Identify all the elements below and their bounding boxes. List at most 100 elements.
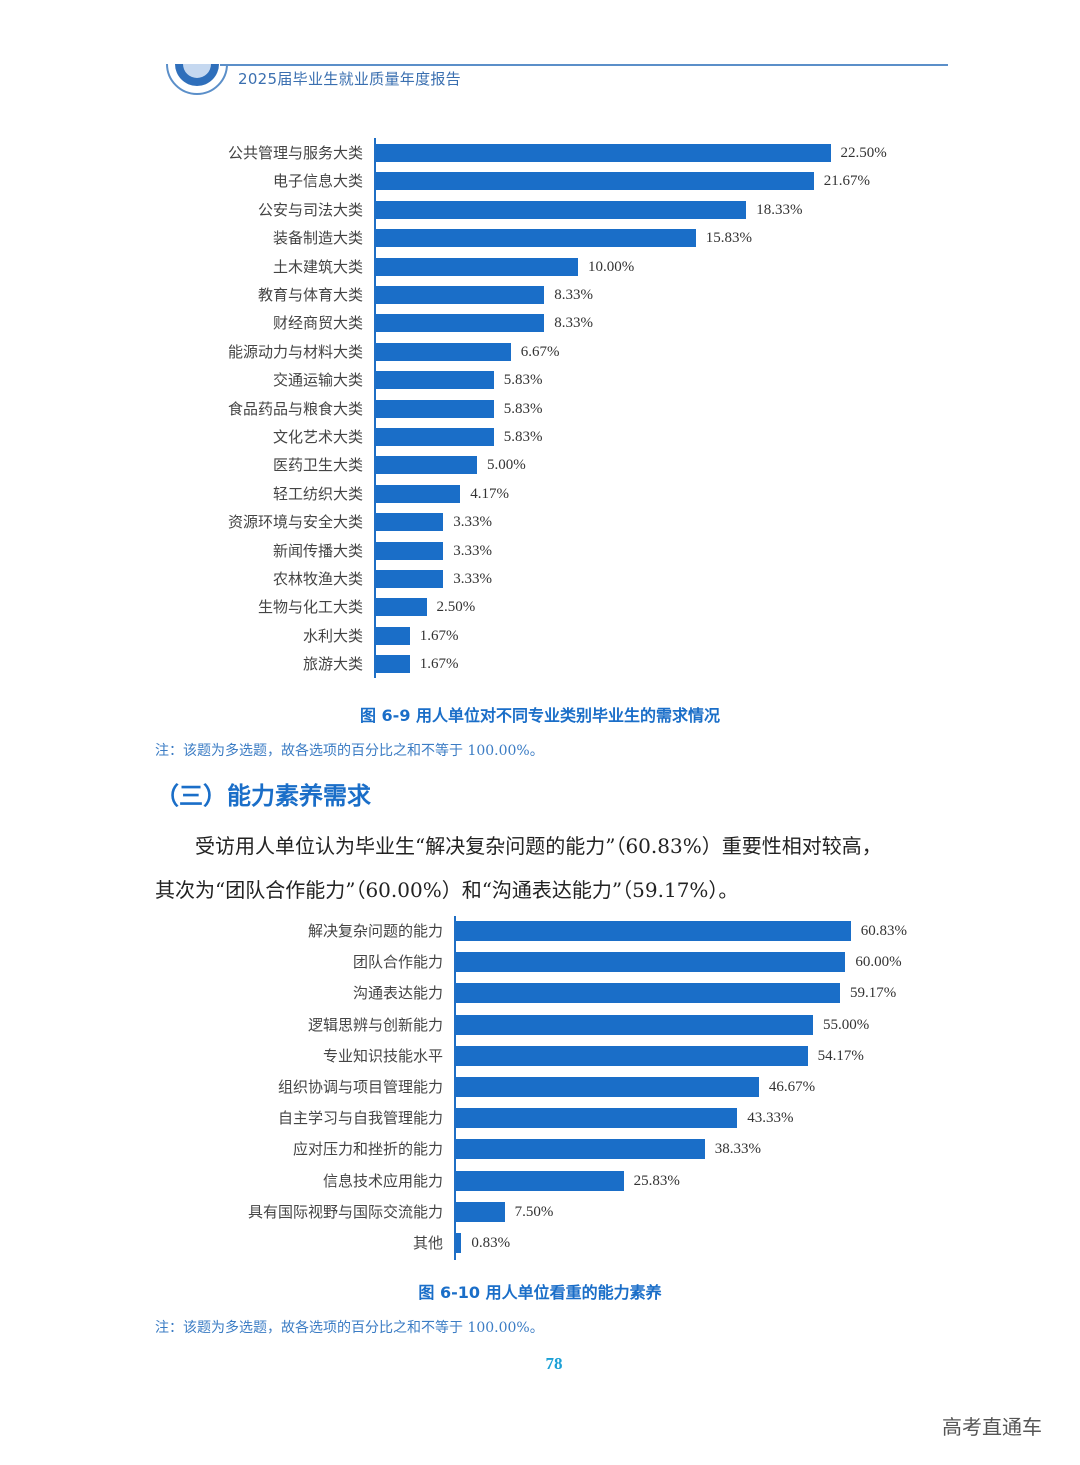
bar-row: 资源环境与安全大类 3.33% <box>0 508 1080 536</box>
category-label: 水利大类 <box>302 626 363 645</box>
value-label: 3.33% <box>453 571 493 587</box>
value-label: 2.50% <box>436 599 476 616</box>
category-label: 其他 <box>412 1234 443 1252</box>
major-demand-bar-chart: 公共管理与服务大类 22.50% 电子信息大类 21.67% 公安与司法大类 18.33%… <box>0 138 1080 678</box>
bar <box>376 484 461 503</box>
category-label: 能源动力与材料大类 <box>227 342 363 361</box>
section-title: （三）能力素养需求 <box>155 782 371 810</box>
bar-row: 交通运输大类 5.83% <box>0 366 1080 394</box>
bar-row: 自主学习与自我管理能力 43.33% <box>0 1104 1080 1132</box>
bar-row: 公共管理与服务大类 22.50% <box>0 139 1080 167</box>
bar-row: 旅游大类 1.67% <box>0 650 1080 678</box>
report-logo-icon <box>166 63 228 95</box>
bar <box>456 952 846 973</box>
value-label: 25.83% <box>633 1172 680 1189</box>
bar <box>456 1139 705 1160</box>
value-label: 43.33% <box>747 1110 794 1127</box>
bar-row: 具有国际视野与国际交流能力 7.50% <box>0 1198 1080 1226</box>
value-label: 21.67% <box>823 173 870 190</box>
value-label: 10.00% <box>588 258 635 275</box>
category-label: 土木建筑大类 <box>272 257 363 276</box>
bar-row: 土木建筑大类 10.00% <box>0 253 1080 281</box>
value-label: 22.50% <box>840 145 887 161</box>
header-rule <box>220 64 948 66</box>
bar-row: 生物与化工大类 2.50% <box>0 593 1080 621</box>
paragraph-line-1: 受访用人单位认为毕业生“解决复杂问题的能力”（60.83%）重要性相对较高， <box>155 834 882 858</box>
bar-row: 逻辑思辨与创新能力 55.00% <box>0 1011 1080 1039</box>
bar <box>376 541 444 560</box>
chart-axis <box>374 138 376 678</box>
bar-row: 应对压力和挫折的能力 38.33% <box>0 1135 1080 1163</box>
category-label: 装备制造大类 <box>272 229 363 248</box>
bar-row: 其他 0.83% <box>0 1229 1080 1257</box>
bar <box>456 1108 738 1129</box>
bar-row: 解决复杂问题的能力 60.83% <box>0 917 1080 945</box>
figure-6-10-caption: 图 6-10 用人单位看重的能力素养 <box>418 1283 662 1302</box>
category-label: 电子信息大类 <box>272 172 363 191</box>
value-label: 55.00% <box>822 1016 870 1033</box>
value-label: 38.33% <box>714 1141 761 1158</box>
value-label: 15.83% <box>705 230 753 247</box>
bar <box>376 286 545 304</box>
category-label: 轻工纺织大类 <box>272 484 363 503</box>
value-label: 1.67% <box>419 627 459 644</box>
value-label: 7.50% <box>514 1203 554 1220</box>
value-label: 6.67% <box>520 343 560 360</box>
chart-axis <box>454 916 456 1260</box>
value-label: 54.17% <box>817 1047 864 1064</box>
value-label: 60.83% <box>860 923 908 939</box>
bar <box>376 456 477 475</box>
bar-row: 公安与司法大类 18.33% <box>0 196 1080 224</box>
value-label: 4.17% <box>470 485 509 502</box>
value-label: 5.83% <box>503 400 543 417</box>
bar-row: 信息技术应用能力 25.83% <box>0 1167 1080 1195</box>
bar <box>376 342 511 361</box>
category-label: 新闻传播大类 <box>272 541 363 560</box>
bar <box>376 655 410 674</box>
ability-bar-chart: 解决复杂问题的能力 60.83% 团队合作能力 60.00% 沟通表达能力 59.17% 逻… <box>0 916 1080 1260</box>
bar-row: 文化艺术大类 5.83% <box>0 423 1080 451</box>
bar-row: 沟通表达能力 59.17% <box>0 979 1080 1007</box>
page-header: 2025届毕业生就业质量年度报告 <box>0 0 1080 110</box>
bar-row: 水利大类 1.67% <box>0 622 1080 650</box>
value-label: 5.83% <box>503 429 543 445</box>
value-label: 3.33% <box>453 542 493 559</box>
bar-row: 团队合作能力 60.00% <box>0 948 1080 976</box>
category-label: 团队合作能力 <box>352 953 443 972</box>
category-label: 逻辑思辨与创新能力 <box>307 1015 443 1034</box>
bar-row: 装备制造大类 15.83% <box>0 224 1080 252</box>
figure-6-9-caption: 图 6-9 用人单位对不同专业类别毕业生的需求情况 <box>359 706 721 725</box>
category-label: 组织协调与项目管理能力 <box>277 1078 443 1096</box>
bar-row: 组织协调与项目管理能力 46.67% <box>0 1073 1080 1101</box>
bar <box>456 1045 808 1066</box>
figure-6-10-note: 注：该题为多选题，故各选项的百分比之和不等于 100.00%。 <box>155 1320 544 1336</box>
category-label: 医药卫生大类 <box>272 456 363 475</box>
bar-row: 财经商贸大类 8.33% <box>0 309 1080 337</box>
bar-row: 食品药品与粮食大类 5.83% <box>0 395 1080 423</box>
bar <box>376 314 545 333</box>
category-label: 专业知识技能水平 <box>322 1046 443 1065</box>
bar <box>456 921 851 941</box>
category-label: 具有国际视野与国际交流能力 <box>247 1202 443 1221</box>
bar <box>456 1014 813 1035</box>
bar-row: 医药卫生大类 5.00% <box>0 451 1080 479</box>
bar-row: 能源动力与材料大类 6.67% <box>0 338 1080 366</box>
bar <box>376 172 814 191</box>
value-label: 3.33% <box>453 514 493 531</box>
paragraph-line-2: 其次为“团队合作能力”（60.00%）和“沟通表达能力”（59.17%）。 <box>155 878 739 902</box>
value-label: 8.33% <box>554 287 594 303</box>
bar <box>456 1170 624 1191</box>
bar <box>376 257 578 276</box>
bar <box>456 1201 505 1222</box>
category-label: 教育与体育大类 <box>257 286 363 304</box>
bar-row: 教育与体育大类 8.33% <box>0 281 1080 309</box>
bar <box>456 1233 462 1253</box>
category-label: 食品药品与粮食大类 <box>227 399 363 418</box>
watermark: 高考直通车 <box>942 1415 1042 1439</box>
bar-row: 农林牧渔大类 3.33% <box>0 565 1080 593</box>
bar <box>456 1077 759 1097</box>
value-label: 18.33% <box>756 201 803 218</box>
category-label: 信息技术应用能力 <box>322 1171 443 1190</box>
value-label: 8.33% <box>554 315 594 332</box>
category-label: 沟通表达能力 <box>352 984 443 1003</box>
